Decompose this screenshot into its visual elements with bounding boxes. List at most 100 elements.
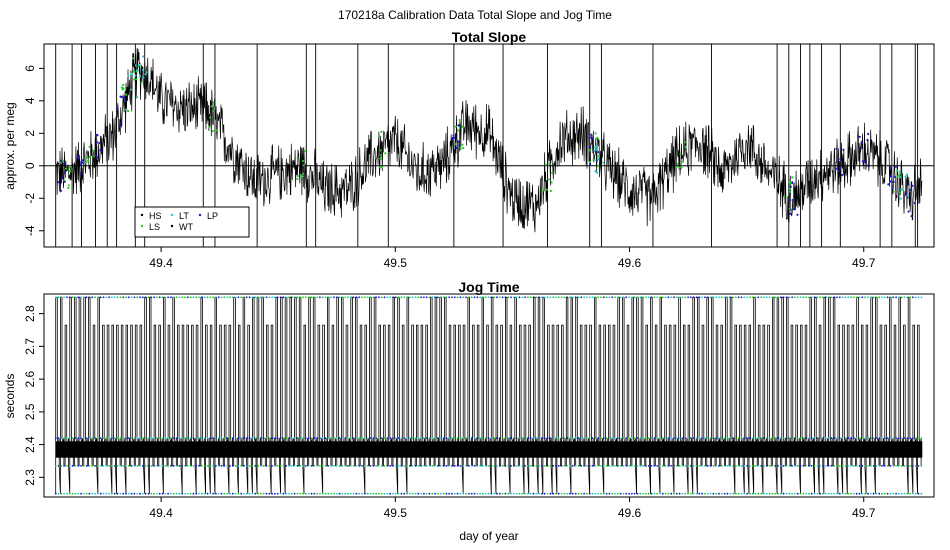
- total-slope-frame: [43, 43, 935, 248]
- jog-time-point: [645, 492, 647, 495]
- jog-time-point: [423, 437, 425, 439]
- legend-marker-lp: [198, 213, 202, 217]
- jog-time-point: [889, 465, 892, 467]
- jog-time-point: [622, 296, 625, 299]
- jog-time-point: [661, 437, 664, 439]
- calibration-point-lp: [889, 180, 892, 183]
- jog-time-point: [611, 492, 614, 495]
- jog-time-point: [816, 465, 819, 467]
- jog-time-point: [240, 465, 243, 467]
- jog-time-point: [527, 296, 529, 299]
- jog-time-point: [97, 437, 99, 439]
- calibration-point-lt: [127, 74, 130, 78]
- jog-time-point: [153, 492, 155, 495]
- jog-time-point: [186, 296, 189, 299]
- calibration-point-lt: [144, 73, 147, 76]
- jog-time-point: [82, 437, 85, 439]
- total-slope-trace: [55, 47, 923, 233]
- jog-time-point: [889, 296, 892, 299]
- jog-time-point: [403, 465, 406, 467]
- jog-time-point: [507, 296, 510, 299]
- calibration-point-ls: [545, 188, 548, 191]
- calibration-point-lp: [455, 146, 458, 150]
- total-slope-ytick-label: 0: [23, 162, 37, 169]
- calibration-point-lp: [452, 134, 455, 137]
- jog-time-point: [361, 437, 363, 439]
- jog-time-point: [659, 437, 661, 439]
- calibration-point-ls: [62, 160, 65, 163]
- jog-time-point: [274, 296, 276, 299]
- jog-time-point: [872, 492, 875, 495]
- jog-time-point: [470, 465, 473, 467]
- jog-time-dense-band: [55, 441, 923, 458]
- jog-time-point: [184, 296, 186, 299]
- jog-time-point: [639, 296, 642, 299]
- jog-time-point: [512, 296, 515, 299]
- jog-time-point: [763, 437, 765, 439]
- jog-time-point: [279, 437, 282, 439]
- jog-time-point: [577, 296, 580, 299]
- jog-time-xtick-label: 49.6: [618, 506, 642, 520]
- jog-time-point: [557, 437, 560, 439]
- jog-time-point: [324, 492, 327, 495]
- jog-time-point: [408, 296, 411, 299]
- jog-time-point: [102, 296, 105, 299]
- jog-time-point: [895, 296, 897, 299]
- jog-time-point: [240, 437, 243, 439]
- calibration-point-ls: [676, 162, 679, 165]
- jog-time-point: [616, 465, 619, 467]
- jog-time-point: [195, 296, 198, 299]
- jog-time-point: [150, 492, 153, 495]
- jog-time-point: [782, 437, 785, 439]
- jog-time-point: [647, 437, 650, 439]
- jog-time-point: [692, 296, 695, 299]
- jog-time-point: [276, 465, 279, 467]
- calibration-point-lp: [597, 151, 600, 154]
- jog-time-point: [484, 296, 487, 299]
- jog-time-point: [850, 437, 852, 439]
- jog-time-point: [698, 465, 701, 467]
- jog-time-point: [80, 296, 82, 299]
- jog-time-point: [490, 296, 493, 299]
- jog-time-point: [718, 492, 720, 495]
- calibration-point-ls: [135, 78, 138, 81]
- calibration-point-ls: [301, 159, 304, 162]
- calibration-point-ls: [379, 157, 382, 160]
- jog-time-point: [144, 437, 147, 439]
- jog-time-point: [501, 492, 504, 495]
- jog-time-point: [372, 465, 375, 467]
- calibration-point-lt: [142, 55, 145, 58]
- jog-time-point: [749, 465, 751, 467]
- jog-time-point: [631, 296, 633, 299]
- jog-time-point: [243, 492, 245, 495]
- total-slope-ytick-label: 2: [23, 130, 37, 137]
- jog-time-point: [538, 296, 540, 299]
- jog-time-point: [695, 437, 698, 439]
- jog-time-point: [574, 296, 577, 299]
- jog-time-point: [54, 465, 57, 467]
- jog-time-point: [639, 465, 642, 467]
- jog-time-point: [375, 492, 377, 495]
- jog-time-point: [141, 465, 144, 467]
- jog-time-point: [560, 492, 563, 495]
- jog-time-point: [290, 296, 293, 299]
- jog-time-point: [91, 437, 94, 439]
- jog-time-point: [167, 492, 169, 495]
- calibration-point-ls: [133, 78, 136, 81]
- jog-time-point: [220, 492, 223, 495]
- jog-time-point: [181, 437, 184, 439]
- calibration-point-ls: [588, 149, 591, 152]
- jog-time-point: [496, 492, 498, 495]
- jog-time-point: [917, 492, 920, 495]
- jog-time-point: [80, 437, 82, 439]
- calibration-point-ls: [542, 189, 545, 192]
- jog-time-point: [459, 437, 462, 439]
- jog-time-point: [271, 437, 273, 439]
- jog-time-point: [692, 492, 695, 495]
- jog-time-point: [827, 492, 830, 495]
- jog-time-point: [512, 465, 515, 467]
- jog-time-point: [127, 492, 130, 495]
- jog-time-point: [712, 437, 715, 439]
- jog-time-point: [468, 492, 470, 495]
- jog-time-point: [470, 492, 473, 495]
